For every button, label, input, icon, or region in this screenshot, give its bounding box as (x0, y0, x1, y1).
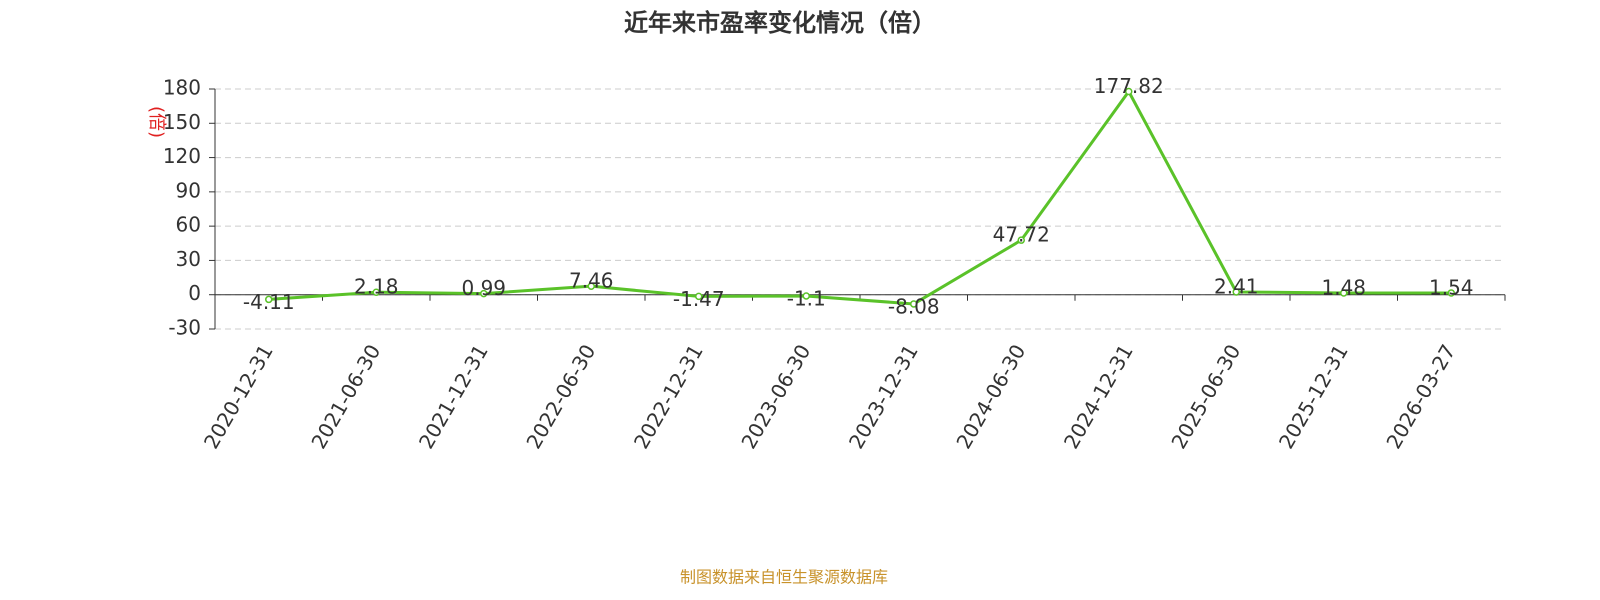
data-label: 7.46 (569, 269, 614, 293)
y-tick-label: 90 (176, 178, 201, 202)
source-note: 制图数据来自恒生聚源数据库 (680, 568, 888, 587)
x-tick-label: 2023-12-31 (844, 340, 923, 453)
data-label: -1.1 (787, 286, 826, 310)
data-point (372, 288, 380, 296)
data-point (265, 295, 273, 304)
data-point (1447, 289, 1455, 297)
y-tick-label: -30 (168, 316, 201, 340)
x-tick-label: 2022-06-30 (521, 340, 600, 453)
data-label: 2.41 (1214, 274, 1259, 298)
data-point (802, 292, 810, 300)
series-line (268, 88, 1452, 306)
data-label: 1.48 (1321, 276, 1366, 300)
data-point (910, 300, 918, 308)
x-tick-label: 2024-06-30 (951, 340, 1030, 453)
data-label: 0.99 (461, 276, 506, 300)
data-point (1232, 288, 1240, 296)
data-point (1125, 87, 1133, 96)
data-label: 177.82 (1094, 74, 1164, 98)
y-tick-label: 180 (163, 76, 201, 100)
y-tick-label: 60 (176, 213, 201, 237)
x-tick-label: 2020-12-31 (199, 340, 278, 453)
x-tick-label: 2021-06-30 (306, 340, 385, 453)
data-point (587, 282, 595, 290)
data-label: -8.08 (888, 294, 940, 318)
data-point (695, 292, 703, 301)
data-label: -4.11 (243, 290, 295, 314)
y-tick-label: 30 (176, 247, 201, 271)
y-tick-label: 150 (163, 110, 201, 134)
x-tick-label: 2024-12-31 (1059, 340, 1138, 453)
data-label: 2.18 (354, 275, 399, 299)
x-tick-label: 2022-12-31 (629, 340, 708, 453)
data-label: 47.72 (993, 223, 1050, 247)
data-point (1340, 289, 1348, 297)
y-axis-label: (倍) (146, 106, 167, 138)
data-label: 1.54 (1429, 275, 1474, 299)
y-tick-label: 0 (188, 281, 201, 305)
x-tick-label: 2021-12-31 (414, 340, 493, 453)
x-tick-label: 2025-12-31 (1274, 340, 1353, 453)
data-point (1017, 236, 1025, 244)
chart-title: 近年来市盈率变化情况（倍） (624, 9, 936, 37)
data-point (480, 289, 488, 298)
x-tick-label: 2026-03-27 (1381, 340, 1460, 453)
x-tick-label: 2023-06-30 (736, 340, 815, 453)
x-tick-label: 2025-06-30 (1166, 340, 1245, 453)
y-tick-label: 120 (163, 144, 201, 168)
data-label: -1.47 (673, 287, 725, 311)
